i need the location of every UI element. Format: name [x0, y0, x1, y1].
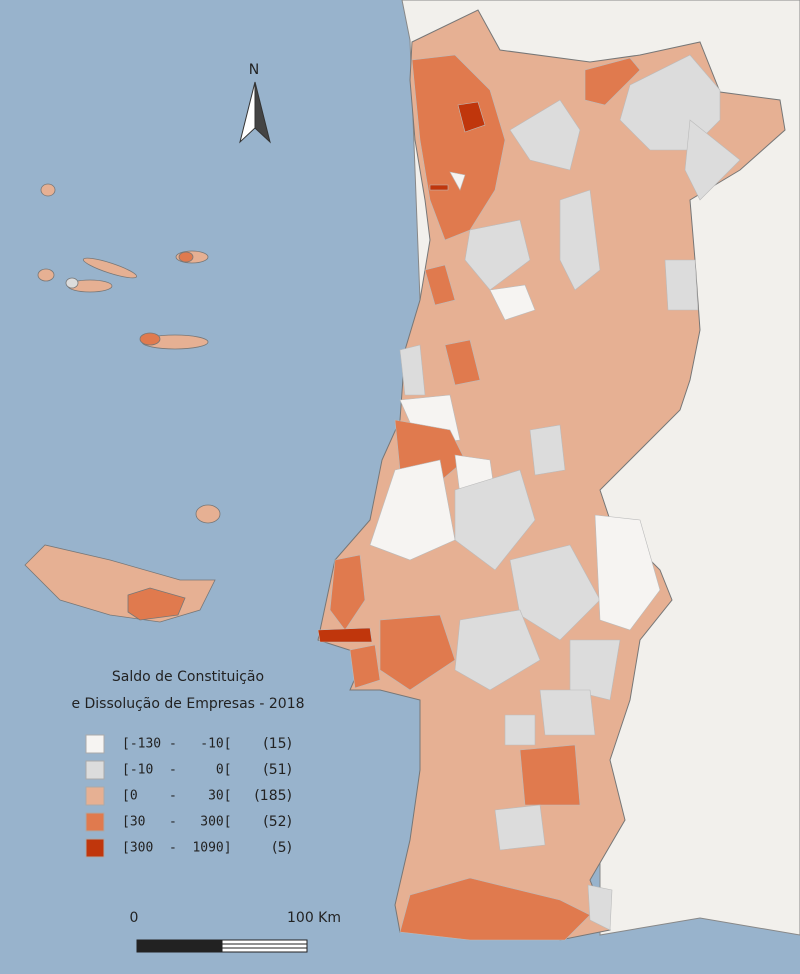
- legend-range: [300 - 1090]: [122, 841, 232, 856]
- legend-count: (185): [254, 788, 292, 804]
- north-arrow: N: [239, 62, 271, 144]
- legend-swatch: [85, 838, 105, 858]
- regions: [317, 54, 741, 941]
- legend-count: (52): [263, 814, 292, 830]
- legend-count: (5): [272, 840, 292, 856]
- islands: [24, 183, 221, 623]
- scale-end: 100 Km: [287, 910, 341, 926]
- legend-range: [-10 - 0[: [122, 763, 232, 778]
- legend-range: [0 - 30[: [122, 789, 232, 804]
- scale-start: 0: [130, 910, 139, 926]
- legend: Saldo de Constituição e Dissolução de Em…: [71, 669, 305, 858]
- legend-title: Saldo de Constituição: [112, 669, 264, 685]
- legend-count: (51): [263, 762, 292, 778]
- scale-bar: 0 100 Km: [130, 910, 341, 953]
- legend-swatch: [85, 734, 105, 754]
- legend-range: [-130 - -10[: [122, 737, 232, 752]
- legend-count: (15): [263, 736, 292, 752]
- north-label: N: [249, 62, 259, 78]
- legend-swatch: [85, 760, 105, 780]
- portugal: [317, 9, 786, 941]
- legend-title: e Dissolução de Empresas - 2018: [71, 696, 304, 712]
- legend-range: [30 - 300[: [122, 815, 232, 830]
- legend-swatch: [85, 812, 105, 832]
- legend-swatch: [85, 786, 105, 806]
